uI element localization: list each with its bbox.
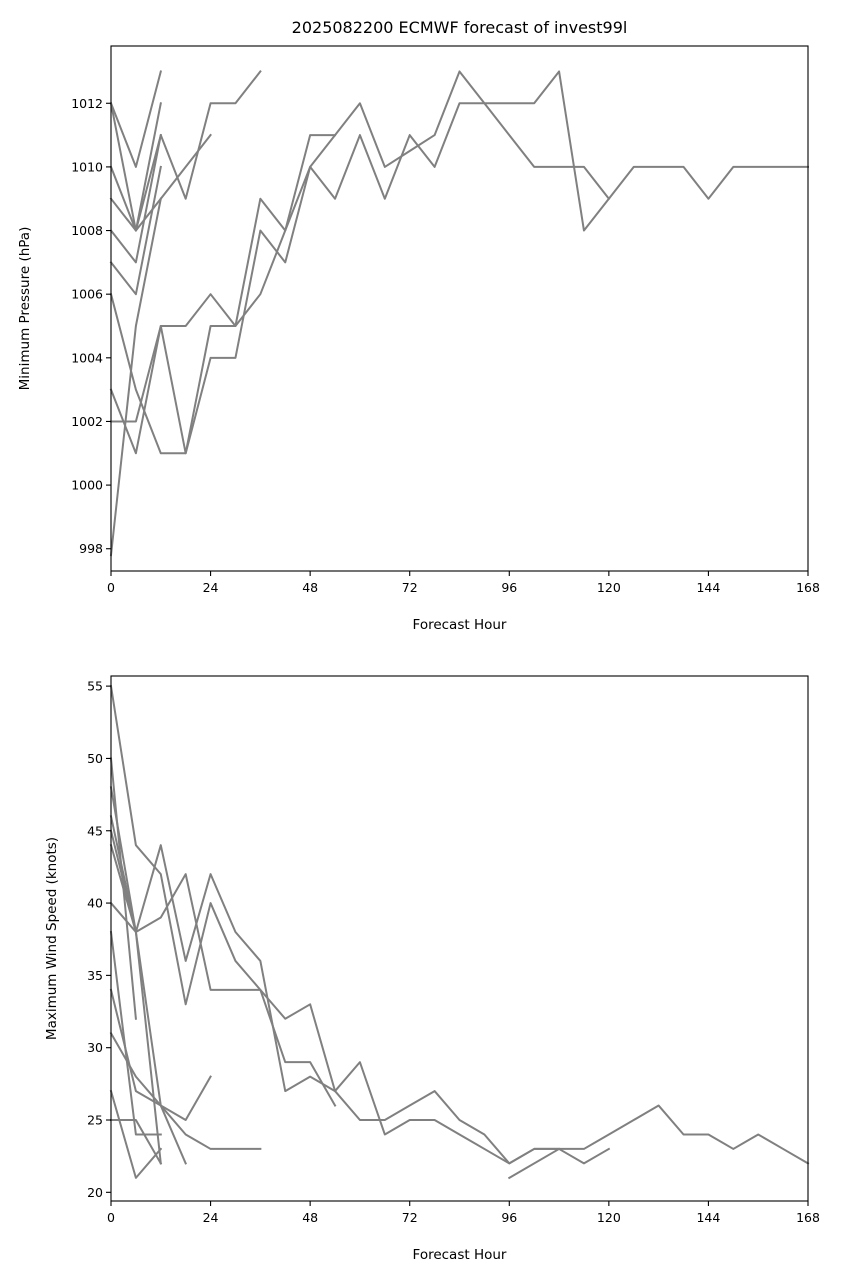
wind-x-tick-label: 168 [796, 1210, 820, 1225]
wind-x-tick-label: 144 [696, 1210, 720, 1225]
wind-series-line-13 [507, 1147, 561, 1180]
pressure-x-tick-label: 120 [597, 580, 621, 595]
wind-series-line-4 [109, 930, 162, 1136]
wind-y-tick-label: 55 [87, 679, 103, 694]
wind-x-tick-label: 0 [107, 1210, 115, 1225]
wind-y-tick-label: 20 [87, 1185, 103, 1200]
wind-plot-frame [110, 675, 809, 1202]
pressure-y-tick-label: 1008 [71, 223, 103, 238]
wind-series-line-6 [109, 1089, 163, 1179]
wind-series-line-9 [109, 1031, 262, 1150]
figure-title: 2025082200 ECMWF forecast of invest99l [292, 18, 628, 37]
pressure-x-tick-label: 24 [203, 580, 219, 595]
pressure-series-line-4 [109, 70, 262, 232]
wind-series-line-8 [109, 988, 187, 1165]
wind-y-tick-label: 45 [87, 823, 103, 838]
wind-x-tick-label: 48 [302, 1210, 318, 1225]
pressure-y-tick-label: 1012 [71, 96, 103, 111]
pressure-x-tick-label: 96 [501, 580, 517, 595]
wind-chart: 0 24 48 72 96 120 144 168 20 25 30 35 40 45 50 55 Foreca… [44, 675, 820, 1263]
pressure-x-tick-label: 72 [402, 580, 418, 595]
pressure-x-axis-label: Forecast Hour [413, 617, 507, 633]
wind-x-tick-label: 24 [203, 1210, 219, 1225]
pressure-x-tick-label: 48 [302, 580, 318, 595]
pressure-series-line-1 [109, 70, 163, 168]
wind-y-tick-label: 40 [87, 896, 103, 911]
wind-y-tick-label: 25 [87, 1113, 103, 1128]
pressure-series-line-10 [110, 134, 337, 455]
wind-x-tick-label: 96 [501, 1210, 517, 1225]
pressure-y-tick-label: 1002 [71, 414, 103, 429]
pressure-y-tick-label: 1000 [71, 478, 103, 493]
wind-series-line-12 [109, 786, 810, 1165]
wind-x-tick-label: 120 [597, 1210, 621, 1225]
wind-x-axis-label: Forecast Hour [413, 1247, 507, 1263]
pressure-y-tick-label: 1010 [71, 159, 103, 174]
wind-series-line-10 [109, 684, 337, 1107]
pressure-y-axis-label: Minimum Pressure (hPa) [17, 227, 33, 391]
pressure-series-line-8 [109, 70, 809, 455]
pressure-series-line-7 [109, 197, 162, 557]
wind-y-axis-label: Maximum Wind Speed (knots) [44, 837, 60, 1040]
wind-y-tick-label: 30 [87, 1040, 103, 1055]
pressure-series-line-9 [109, 102, 611, 455]
pressure-x-tick-label: 144 [696, 580, 720, 595]
pressure-x-tick-label: 168 [796, 580, 820, 595]
pressure-x-tick-label: 0 [107, 580, 115, 595]
pressure-y-tick-label: 1004 [71, 350, 103, 365]
pressure-y-tick-label: 1006 [71, 287, 103, 302]
pressure-plot-frame [110, 45, 809, 572]
wind-x-tick-label: 72 [402, 1210, 418, 1225]
pressure-series-line-6 [109, 165, 162, 296]
wind-y-tick-label: 50 [87, 751, 103, 766]
wind-y-tick-label: 35 [87, 968, 103, 983]
pressure-series-line-5 [109, 133, 162, 264]
pressure-y-tick-label: 998 [79, 541, 103, 556]
pressure-chart: 0 24 48 72 96 120 144 168 998 1000 1002 1004 1006 100… [17, 45, 820, 633]
